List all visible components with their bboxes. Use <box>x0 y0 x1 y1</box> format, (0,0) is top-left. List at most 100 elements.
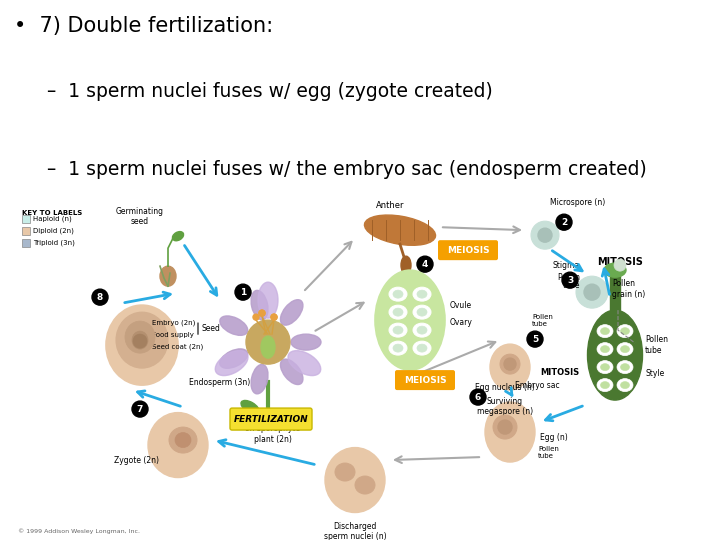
Text: –  1 sperm nuclei fuses w/ egg (zygote created): – 1 sperm nuclei fuses w/ egg (zygote cr… <box>47 82 492 101</box>
Ellipse shape <box>401 256 411 274</box>
Ellipse shape <box>261 336 275 358</box>
Circle shape <box>271 314 277 320</box>
Ellipse shape <box>132 331 148 349</box>
Ellipse shape <box>500 354 520 374</box>
Ellipse shape <box>417 344 427 352</box>
Bar <box>22 239 30 247</box>
Ellipse shape <box>393 344 403 352</box>
Text: Ovule: Ovule <box>450 301 472 309</box>
Text: Haploid (n): Haploid (n) <box>33 216 72 222</box>
Text: 1: 1 <box>240 288 246 296</box>
Ellipse shape <box>617 361 633 374</box>
Circle shape <box>253 314 259 320</box>
Text: Pollen: Pollen <box>557 273 580 282</box>
Text: MEIOSIS: MEIOSIS <box>404 376 446 384</box>
Ellipse shape <box>389 323 407 337</box>
Ellipse shape <box>621 328 629 335</box>
Text: MITOSIS: MITOSIS <box>597 257 643 267</box>
Ellipse shape <box>241 401 259 414</box>
Ellipse shape <box>600 346 610 353</box>
Text: tube: tube <box>562 281 580 289</box>
Text: Embryo sac: Embryo sac <box>515 381 559 389</box>
Ellipse shape <box>281 359 303 384</box>
Ellipse shape <box>364 215 436 245</box>
Circle shape <box>531 221 559 249</box>
Ellipse shape <box>389 305 407 319</box>
Circle shape <box>259 310 265 316</box>
Ellipse shape <box>600 363 610 370</box>
Circle shape <box>527 331 543 347</box>
Text: 4: 4 <box>422 260 428 269</box>
Ellipse shape <box>258 282 278 318</box>
Text: MEIOSIS: MEIOSIS <box>446 246 490 255</box>
Ellipse shape <box>597 379 613 392</box>
Ellipse shape <box>393 308 403 316</box>
Circle shape <box>470 389 486 405</box>
Ellipse shape <box>617 342 633 356</box>
Ellipse shape <box>617 325 633 338</box>
Ellipse shape <box>498 420 512 434</box>
Text: Pollen
tube: Pollen tube <box>532 314 553 327</box>
Ellipse shape <box>413 341 431 355</box>
Text: –  1 sperm nuclei fuses w/ the embryo sac (endosperm created): – 1 sperm nuclei fuses w/ the embryo sac… <box>47 160 647 179</box>
Ellipse shape <box>617 379 633 392</box>
Ellipse shape <box>417 308 427 316</box>
FancyBboxPatch shape <box>230 408 312 430</box>
Ellipse shape <box>375 270 445 370</box>
Ellipse shape <box>413 305 431 319</box>
Ellipse shape <box>393 290 403 298</box>
Circle shape <box>614 259 626 271</box>
Text: Discharged
sperm nuclei (n): Discharged sperm nuclei (n) <box>324 522 387 540</box>
Text: 7: 7 <box>137 404 143 414</box>
Text: Stigma: Stigma <box>553 261 580 269</box>
Text: Egg (n): Egg (n) <box>540 433 568 442</box>
Circle shape <box>576 276 608 308</box>
Ellipse shape <box>621 382 629 389</box>
Circle shape <box>417 256 433 272</box>
Ellipse shape <box>485 402 535 462</box>
Text: Microspore (n): Microspore (n) <box>550 198 606 207</box>
Ellipse shape <box>251 364 268 394</box>
Ellipse shape <box>281 300 303 325</box>
Text: Germinating
seed: Germinating seed <box>116 207 164 226</box>
Ellipse shape <box>588 310 642 400</box>
Ellipse shape <box>288 350 320 376</box>
Text: 5: 5 <box>532 335 538 343</box>
FancyBboxPatch shape <box>438 240 498 260</box>
Ellipse shape <box>597 342 613 356</box>
Ellipse shape <box>355 476 375 494</box>
Text: 6: 6 <box>475 393 481 402</box>
Ellipse shape <box>604 263 626 277</box>
Text: Surviving
megaspore (n): Surviving megaspore (n) <box>477 397 533 416</box>
Ellipse shape <box>335 463 355 481</box>
Ellipse shape <box>389 341 407 355</box>
Bar <box>22 215 30 223</box>
Text: Embryo (2n): Embryo (2n) <box>152 320 195 326</box>
Text: FERTILIZATION: FERTILIZATION <box>234 415 308 423</box>
Ellipse shape <box>493 415 517 439</box>
Bar <box>610 275 620 310</box>
Circle shape <box>235 284 251 300</box>
Text: © 1999 Addison Wesley Longman, Inc.: © 1999 Addison Wesley Longman, Inc. <box>18 528 140 534</box>
Text: •  7) Double fertilization:: • 7) Double fertilization: <box>14 16 274 36</box>
Text: Food supply: Food supply <box>152 332 194 338</box>
Circle shape <box>246 320 290 364</box>
Ellipse shape <box>125 321 155 353</box>
Text: KEY TO LABELS: KEY TO LABELS <box>22 210 82 216</box>
Text: Zygote (2n): Zygote (2n) <box>114 456 158 464</box>
Ellipse shape <box>160 266 176 286</box>
Text: Diploid (2n): Diploid (2n) <box>33 228 74 234</box>
Circle shape <box>271 314 277 320</box>
Circle shape <box>259 310 265 316</box>
Ellipse shape <box>600 382 610 389</box>
Ellipse shape <box>389 287 407 301</box>
Text: Pollen
tube: Pollen tube <box>538 446 559 458</box>
Circle shape <box>584 284 600 300</box>
Circle shape <box>133 334 147 348</box>
Ellipse shape <box>169 427 197 453</box>
Text: 3: 3 <box>567 275 573 285</box>
Text: Pollen
grain (n): Pollen grain (n) <box>612 279 645 299</box>
Ellipse shape <box>597 361 613 374</box>
Ellipse shape <box>621 363 629 370</box>
Ellipse shape <box>413 323 431 337</box>
